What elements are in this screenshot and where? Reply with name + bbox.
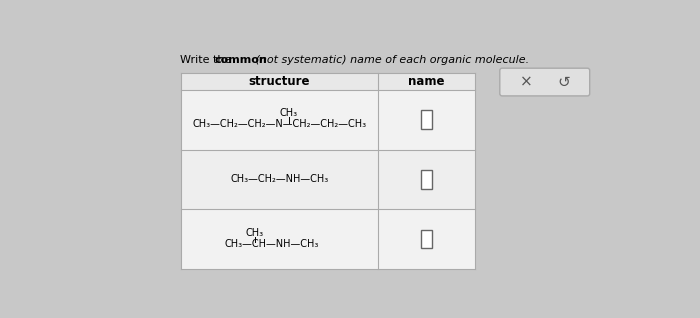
Text: CH₃—CH—NH—CH₃: CH₃—CH—NH—CH₃ xyxy=(225,239,318,249)
Text: structure: structure xyxy=(248,75,310,88)
Bar xyxy=(421,170,432,189)
Bar xyxy=(181,149,475,209)
Text: common: common xyxy=(215,55,267,65)
Text: CH₃: CH₃ xyxy=(279,108,298,119)
Bar xyxy=(181,209,475,269)
Text: CH₃: CH₃ xyxy=(246,228,264,238)
Text: ×: × xyxy=(519,74,533,90)
Text: name: name xyxy=(408,75,444,88)
Text: ↺: ↺ xyxy=(557,74,570,90)
Bar xyxy=(181,90,475,149)
Bar xyxy=(181,73,475,269)
FancyBboxPatch shape xyxy=(500,68,589,96)
Bar xyxy=(421,110,432,129)
Text: Write the: Write the xyxy=(181,55,235,65)
Text: CH₃—CH₂—NH—CH₃: CH₃—CH₂—NH—CH₃ xyxy=(230,175,328,184)
Bar xyxy=(421,230,432,248)
Text: CH₃—CH₂—CH₂—N—CH₂—CH₂—CH₃: CH₃—CH₂—CH₂—N—CH₂—CH₂—CH₃ xyxy=(193,119,366,129)
Bar xyxy=(181,73,475,90)
Text: (not systematic) name of each organic molecule.: (not systematic) name of each organic mo… xyxy=(252,55,529,65)
